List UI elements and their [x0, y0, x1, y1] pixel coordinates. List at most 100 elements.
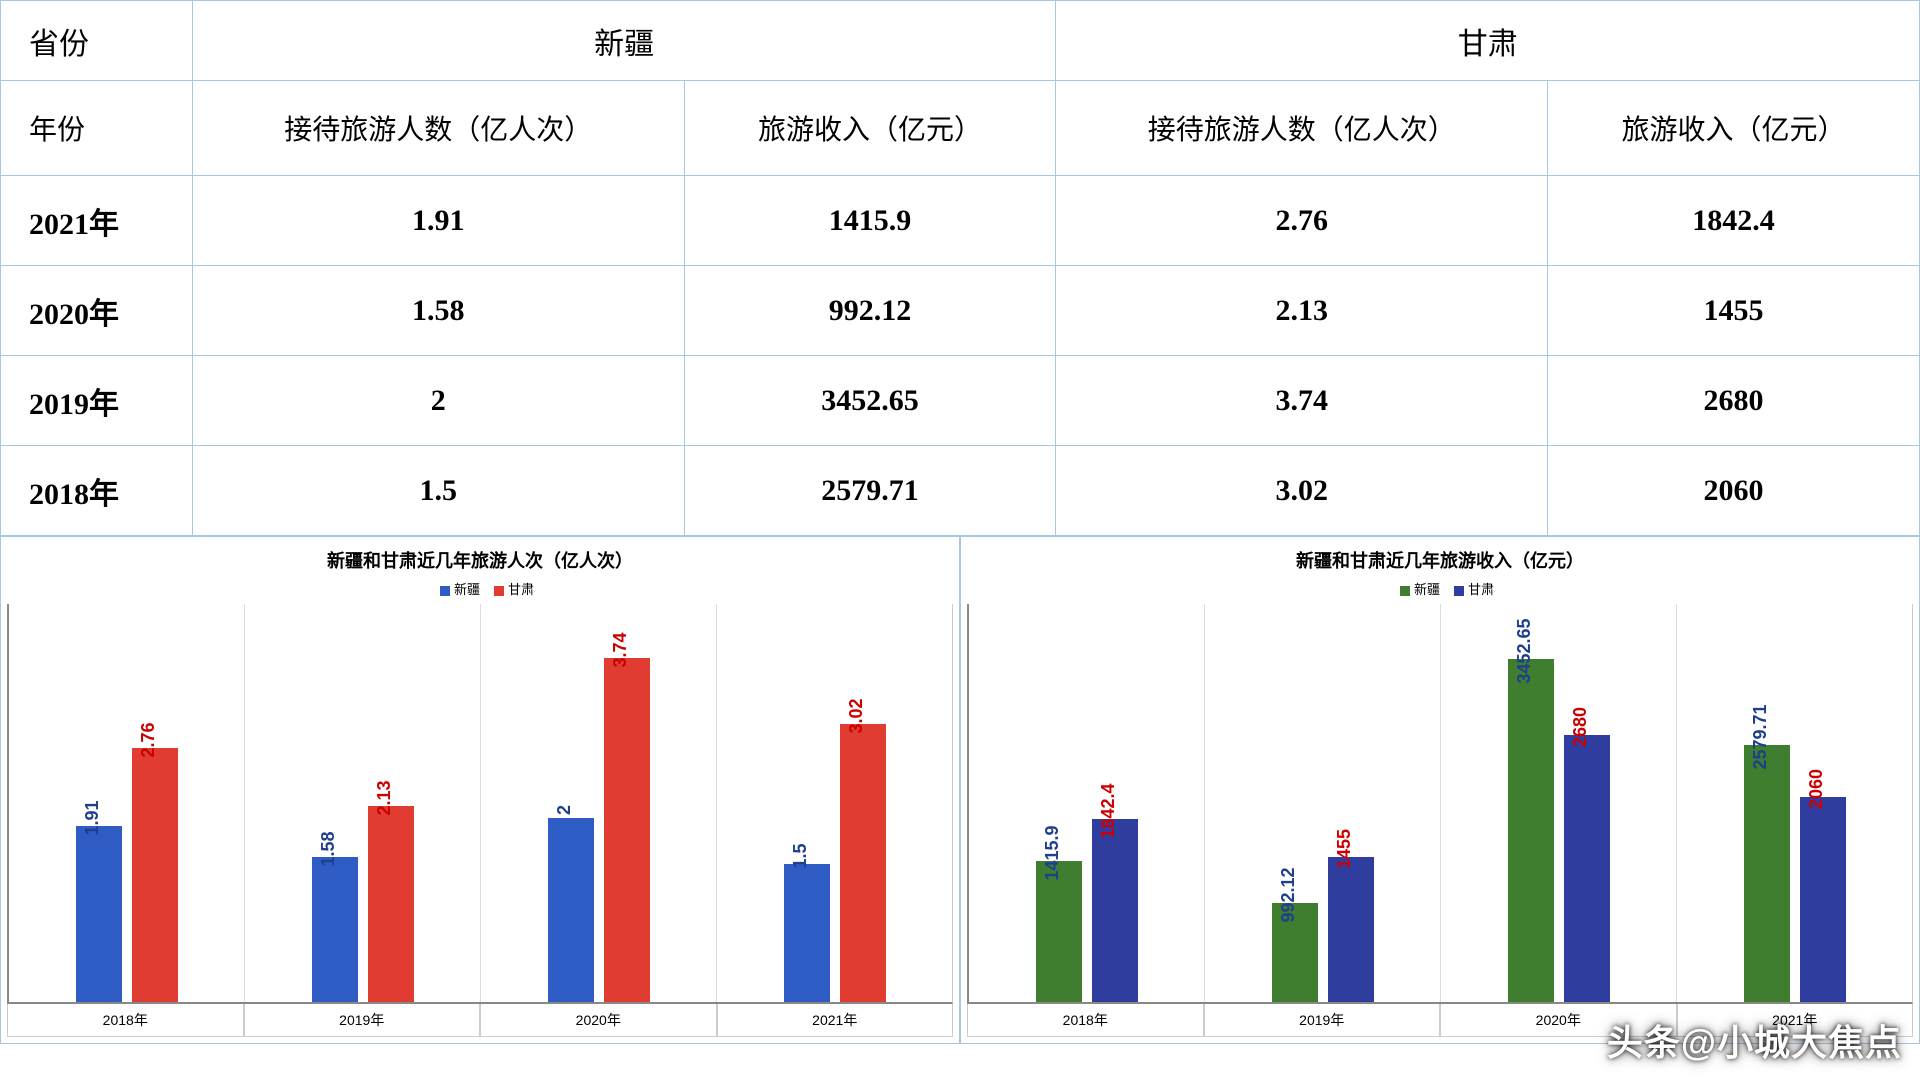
col-gs-visitors: 接待旅游人数（亿人次） [1056, 81, 1548, 176]
bar: 2.13 [368, 806, 414, 1002]
bar-value-label: 2.13 [374, 781, 395, 816]
cell-xj-revenue: 3452.65 [684, 356, 1056, 446]
chart-title: 新疆和甘肃近几年旅游人次（亿人次） [7, 547, 953, 573]
cell-xj-revenue: 2579.71 [684, 446, 1056, 536]
col-xj-revenue: 旅游收入（亿元） [684, 81, 1056, 176]
cell-gs-revenue: 2060 [1548, 446, 1920, 536]
cell-gs-visitors: 3.74 [1056, 356, 1548, 446]
bar-value-label: 3.74 [610, 632, 631, 667]
bar-groups: 1415.91842.4992.1214553452.6526802579.71… [969, 604, 1912, 1002]
bar-group: 1.91 2.76 [9, 604, 245, 1002]
x-tick-label: 2018年 [7, 1004, 244, 1037]
chart-legend: 新疆 甘肃 [967, 579, 1913, 598]
legend-swatch [1454, 586, 1464, 596]
bar-value-label: 2060 [1806, 769, 1827, 809]
bar-value-label: 992.12 [1278, 868, 1299, 923]
bar: 1415.9 [1036, 861, 1082, 1002]
cell-xj-visitors: 2 [192, 356, 684, 446]
bar: 2680 [1564, 735, 1610, 1002]
bar: 1455 [1328, 857, 1374, 1002]
cell-year: 2021年 [1, 176, 193, 266]
table-row: 2019年23452.653.742680 [1, 356, 1920, 446]
bar: 1.58 [312, 857, 358, 1002]
legend-label: 新疆 [454, 582, 480, 597]
plot-area: 1415.91842.4992.1214553452.6526802579.71… [967, 604, 1913, 1004]
col-gansu: 甘肃 [1056, 1, 1920, 81]
bar-value-label: 1455 [1334, 829, 1355, 869]
tourism-table: 省份 新疆 甘肃 年份 接待旅游人数（亿人次） 旅游收入（亿元） 接待旅游人数（… [0, 0, 1920, 536]
bar: 1.91 [76, 826, 122, 1002]
legend-swatch [494, 586, 504, 596]
bar: 1.5 [784, 864, 830, 1002]
bar: 2 [548, 818, 594, 1002]
bar-value-label: 1.58 [318, 831, 339, 866]
x-tick-label: 2018年 [967, 1004, 1204, 1037]
bar: 3.74 [604, 658, 650, 1002]
table-header-provinces: 省份 新疆 甘肃 [1, 1, 1920, 81]
col-xj-visitors: 接待旅游人数（亿人次） [192, 81, 684, 176]
bar-value-label: 1842.4 [1098, 783, 1119, 838]
bar-group: 992.121455 [1205, 604, 1441, 1002]
bar: 1842.4 [1092, 819, 1138, 1002]
bar-group: 1415.91842.4 [969, 604, 1205, 1002]
charts-region: 新疆和甘肃近几年旅游人次（亿人次）新疆甘肃1.912.761.582.1323.… [0, 536, 1920, 1044]
bar-group: 3452.652680 [1441, 604, 1677, 1002]
chart-legend: 新疆 甘肃 [7, 579, 953, 598]
bar-value-label: 2579.71 [1750, 705, 1771, 770]
revenue-chart: 新疆和甘肃近几年旅游收入（亿元）新疆甘肃1415.91842.4992.1214… [960, 536, 1920, 1044]
table-header-metrics: 年份 接待旅游人数（亿人次） 旅游收入（亿元） 接待旅游人数（亿人次） 旅游收入… [1, 81, 1920, 176]
bar-value-label: 2 [554, 805, 575, 815]
x-tick-label: 2021年 [717, 1004, 954, 1037]
bar-value-label: 1.5 [790, 843, 811, 868]
x-axis: 2018年2019年2020年2021年 [7, 1004, 953, 1037]
col-year: 年份 [1, 81, 193, 176]
data-table-region: 省份 新疆 甘肃 年份 接待旅游人数（亿人次） 旅游收入（亿元） 接待旅游人数（… [0, 0, 1920, 536]
bar-group: 2579.712060 [1677, 604, 1912, 1002]
cell-gs-visitors: 2.13 [1056, 266, 1548, 356]
bar-groups: 1.912.761.582.1323.741.53.02 [9, 604, 952, 1002]
bar-value-label: 3.02 [846, 699, 867, 734]
bar-value-label: 1.91 [82, 801, 103, 836]
legend-swatch [440, 586, 450, 596]
legend-swatch [1400, 586, 1410, 596]
bar-group: 1.582.13 [245, 604, 481, 1002]
cell-gs-revenue: 1455 [1548, 266, 1920, 356]
visitors-chart: 新疆和甘肃近几年旅游人次（亿人次）新疆甘肃1.912.761.582.1323.… [0, 536, 960, 1044]
cell-year: 2019年 [1, 356, 193, 446]
chart-title: 新疆和甘肃近几年旅游收入（亿元） [967, 547, 1913, 573]
cell-gs-visitors: 3.02 [1056, 446, 1548, 536]
bar-value-label: 2.76 [138, 723, 159, 758]
bar: 2579.71 [1744, 745, 1790, 1002]
bar: 2060 [1800, 797, 1846, 1002]
col-province: 省份 [1, 1, 193, 81]
col-xinjiang: 新疆 [192, 1, 1056, 81]
bar: 3.02 [840, 724, 886, 1002]
bar-value-label: 3452.65 [1514, 618, 1535, 683]
x-tick-label: 2019年 [1204, 1004, 1441, 1037]
legend-label: 甘肃 [1468, 582, 1494, 597]
cell-xj-visitors: 1.58 [192, 266, 684, 356]
col-gs-revenue: 旅游收入（亿元） [1548, 81, 1920, 176]
cell-gs-revenue: 1842.4 [1548, 176, 1920, 266]
plot-area: 1.912.761.582.1323.741.53.02 [7, 604, 953, 1004]
table-row: 2020年1.58992.122.131455 [1, 266, 1920, 356]
bar-value-label: 1415.9 [1042, 826, 1063, 881]
cell-xj-visitors: 1.5 [192, 446, 684, 536]
table-row: 2018年1.52579.713.022060 [1, 446, 1920, 536]
watermark: 头条@小城大焦点 [1607, 1014, 1902, 1066]
bar-group: 23.74 [481, 604, 717, 1002]
cell-xj-revenue: 1415.9 [684, 176, 1056, 266]
legend-label: 新疆 [1414, 582, 1440, 597]
cell-gs-visitors: 2.76 [1056, 176, 1548, 266]
bar: 3452.65 [1508, 659, 1554, 1002]
bar-group: 1.53.02 [717, 604, 952, 1002]
table-row: 2021年1.911415.92.761842.4 [1, 176, 1920, 266]
cell-year: 2018年 [1, 446, 193, 536]
bar: 992.12 [1272, 903, 1318, 1002]
x-tick-label: 2020年 [480, 1004, 717, 1037]
legend-label: 甘肃 [508, 582, 534, 597]
cell-gs-revenue: 2680 [1548, 356, 1920, 446]
cell-year: 2020年 [1, 266, 193, 356]
cell-xj-visitors: 1.91 [192, 176, 684, 266]
x-tick-label: 2019年 [244, 1004, 481, 1037]
